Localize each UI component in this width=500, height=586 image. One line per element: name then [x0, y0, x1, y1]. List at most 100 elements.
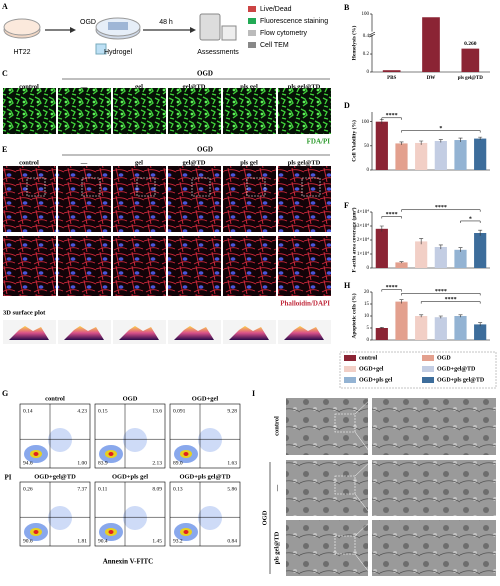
label: OGD [197, 146, 213, 154]
label: gel@TD [182, 159, 205, 166]
density [183, 530, 189, 534]
y-tick-label: 20 [364, 290, 370, 295]
y-tick-label: 5 [367, 326, 370, 331]
y-tick-label: 100 [362, 12, 370, 17]
plot-title: OGD+gel [192, 395, 219, 402]
quadrant-value: 0.11 [98, 486, 108, 492]
panel-label: D [344, 101, 350, 110]
hydrogel [108, 22, 128, 30]
panel-label: C [2, 69, 8, 78]
quadrant-value: 2.13 [152, 460, 162, 466]
label: 48 h [159, 19, 173, 26]
significance-bracket [401, 130, 481, 133]
icon [248, 6, 256, 12]
group-label: OGD [261, 510, 268, 525]
micrograph [3, 166, 56, 232]
label: OGD [197, 70, 213, 78]
quadrant-value: 1.45 [152, 538, 162, 544]
micrograph [58, 236, 111, 296]
tem-image [286, 520, 368, 576]
micrograph [168, 88, 221, 134]
quadrant-value: 0.26 [23, 486, 33, 492]
label: control [19, 159, 39, 166]
row-label: pls gel@TD [273, 531, 280, 564]
instrument [221, 25, 237, 41]
label: gel@TD [182, 83, 205, 90]
micrograph [3, 88, 56, 134]
y-tick-label: 3×10⁴ [357, 223, 369, 229]
legend-label: OGD+gel@TD [437, 366, 476, 372]
density [48, 506, 72, 530]
legend-swatch [422, 366, 434, 372]
bar [415, 142, 428, 170]
quadrant-value: 1.00 [77, 460, 87, 466]
label: pls gel@TD [288, 159, 321, 166]
bar [454, 316, 467, 340]
y-tick-label: 50 [364, 144, 370, 149]
bar [395, 262, 408, 268]
break-mark [368, 31, 376, 36]
panel-label: B [344, 3, 350, 12]
significance: * [439, 126, 442, 132]
y-tick-label: 0 [367, 168, 370, 173]
bar [375, 328, 388, 340]
label: gel [135, 83, 143, 90]
bar [454, 249, 467, 268]
quadrant-value: 83.9 [98, 460, 108, 466]
error-bar [399, 141, 404, 145]
label: FDA/PI [307, 138, 331, 146]
icon [248, 30, 256, 36]
bar [474, 324, 487, 340]
zoom-box [81, 177, 101, 197]
density [198, 506, 222, 530]
error-bar [458, 247, 463, 252]
micrograph [58, 88, 111, 134]
panel-label: I [252, 389, 255, 398]
bar [395, 143, 408, 170]
zoom-box [334, 413, 356, 433]
legend-swatch [344, 377, 356, 383]
row-label: — [273, 484, 280, 492]
error-bar [399, 299, 404, 304]
surface [119, 326, 159, 340]
y-tick-label: 1×10⁴ [357, 251, 369, 257]
y-tick-label: 0 [367, 338, 370, 343]
panel-label: E [2, 145, 7, 154]
tem-zoom [372, 460, 496, 516]
bar [422, 17, 440, 72]
zoom-line [354, 493, 373, 517]
zoom-box [191, 177, 211, 197]
zoom-line [354, 431, 373, 456]
bar [415, 241, 428, 268]
bar [434, 247, 447, 268]
error-bar [478, 229, 483, 236]
y-tick-label: 0.2 [363, 52, 370, 57]
quadrant-value: 93.2 [173, 538, 183, 544]
zoom-box [334, 535, 356, 555]
label: pls gel [240, 83, 258, 90]
density [33, 530, 39, 534]
micrograph [223, 88, 276, 134]
panel-label: H [344, 281, 351, 290]
zoom-box [136, 177, 156, 197]
error-bar [458, 137, 463, 142]
y-tick-label: 0 [367, 266, 370, 271]
micrograph [3, 236, 56, 296]
panel-label: A [2, 2, 8, 11]
label: Fluorescence staining [260, 18, 328, 25]
icon [248, 18, 256, 24]
quadrant-value: 1.63 [227, 460, 237, 466]
tem-image [286, 460, 368, 516]
label: — [80, 159, 88, 166]
label: OGD [80, 19, 96, 26]
error-bar [419, 238, 424, 245]
y-tick-label: 0.4 [363, 34, 370, 39]
panel-label: G [2, 389, 8, 398]
error-bar [438, 139, 443, 143]
quadrant-value: 7.37 [77, 486, 87, 492]
surface [284, 326, 324, 340]
quadrant-value: 89.0 [173, 460, 183, 466]
density [108, 452, 114, 456]
schematic [3, 6, 256, 55]
tem-zoom [372, 398, 496, 455]
